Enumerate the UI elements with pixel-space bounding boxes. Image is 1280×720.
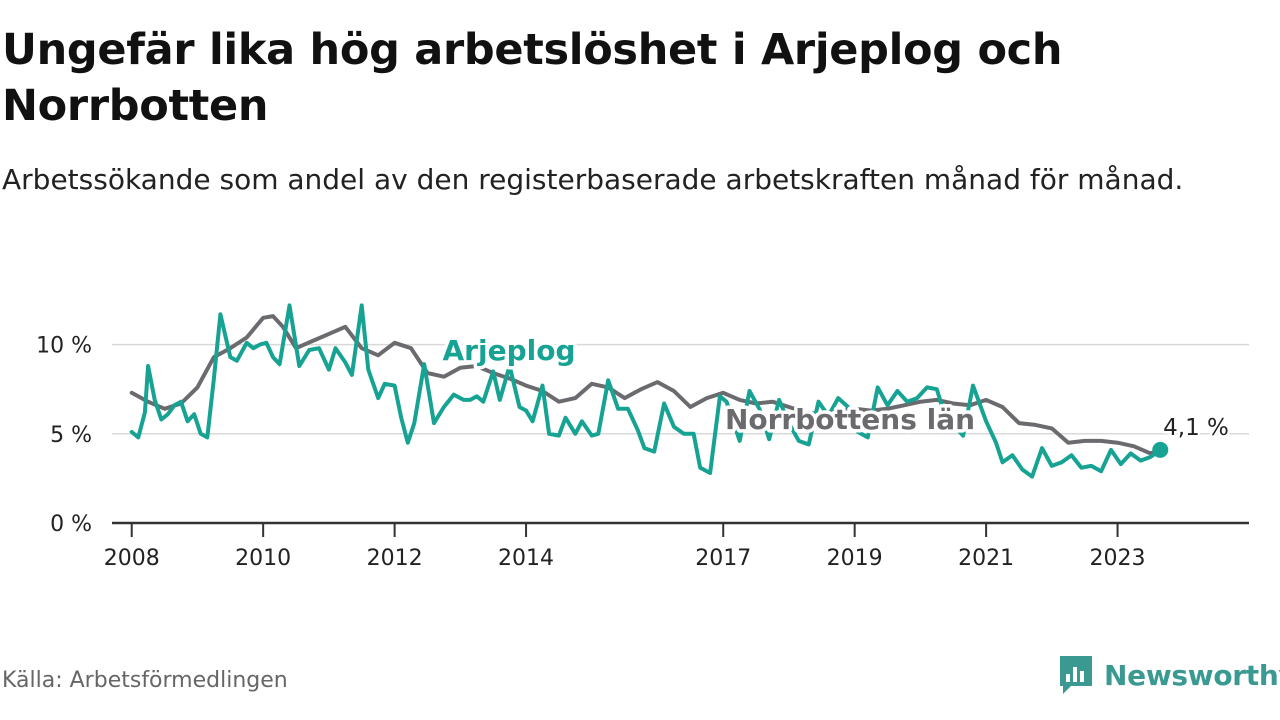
x-tick-label: 2012: [367, 546, 423, 571]
newsworthy-logo-icon: [1060, 656, 1092, 694]
chart-subtitle: Arbetssökande som andel av den registerb…: [2, 163, 1184, 196]
last-value-label: 4,1 %: [1163, 415, 1229, 441]
series-layer: [129, 303, 1169, 479]
x-tick-label: 2017: [695, 546, 751, 571]
x-tick-label: 2019: [827, 546, 883, 571]
y-tick-label: 10 %: [36, 334, 92, 359]
brand-logo[interactable]: Newsworthy: [1058, 654, 1280, 696]
x-tick-label: 2014: [498, 546, 554, 571]
chart-title: Ungefär lika hög arbetslöshet i Arjeplog…: [2, 25, 1063, 131]
x-tick-label: 2023: [1090, 546, 1146, 571]
last-value-marker: [1152, 441, 1169, 458]
source-note: Källa: Arbetsförmedlingen: [2, 668, 288, 693]
series-label-arjeplog: Arjeplog: [443, 334, 576, 367]
series-label-norrbotten: Norrbottens län: [725, 403, 975, 436]
series-line-norrbotten: [129, 314, 1163, 456]
axis-layer: 0 % 5 % 10 % 2008 2010 2012 2014 2017 2019 2021 20…: [36, 334, 1249, 571]
y-tick-label: 0 %: [50, 512, 92, 537]
label-layer: Arjeplog Norrbottens län 4,1 %: [439, 331, 1231, 444]
series-line-arjeplog: [129, 303, 1163, 479]
x-tick-label: 2008: [104, 546, 160, 571]
x-tick-label: 2021: [958, 546, 1014, 571]
x-tick-label: 2010: [235, 546, 291, 571]
brand-name: Newsworthy: [1104, 658, 1280, 692]
y-tick-label: 5 %: [50, 423, 92, 448]
